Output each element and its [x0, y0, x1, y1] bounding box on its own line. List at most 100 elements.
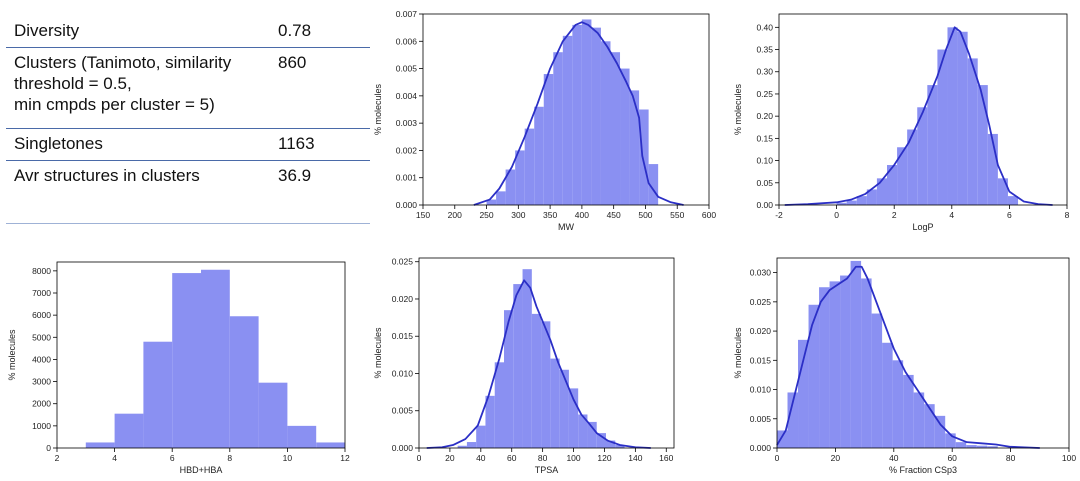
y-tick-label: 0.010	[392, 368, 414, 378]
x-tick-label: 80	[538, 453, 548, 463]
y-tick-label: 0.025	[750, 297, 772, 307]
x-tick-label: 60	[947, 453, 957, 463]
y-tick-label: 0.015	[392, 331, 414, 341]
stats-row-diversity: Diversity 0.78	[6, 16, 370, 48]
histogram-bar	[610, 52, 621, 206]
x-tick-label: 140	[628, 453, 642, 463]
x-tick-label: 8	[227, 453, 232, 463]
histogram-bar	[505, 169, 516, 205]
histogram-bar	[629, 90, 640, 205]
y-tick-label: 8000	[32, 266, 51, 276]
x-tick-label: 150	[416, 210, 430, 220]
histogram-bar	[903, 374, 914, 448]
histogram-bar	[907, 129, 918, 205]
y-axis-label: % molecules	[373, 327, 383, 379]
y-tick-label: 1000	[32, 421, 51, 431]
y-tick-label: 0.000	[392, 443, 414, 453]
y-tick-label: 0.010	[750, 385, 772, 395]
y-tick-label: 0.005	[750, 414, 772, 424]
y-tick-label: 0.25	[756, 89, 773, 99]
x-tick-label: 350	[543, 210, 557, 220]
histogram-bar	[871, 313, 883, 448]
kde-line	[473, 21, 684, 206]
histogram-bar	[559, 369, 569, 448]
y-tick-label: 0.35	[756, 45, 773, 55]
y-tick-label: 4000	[32, 354, 51, 364]
y-tick-label: 0.030	[750, 268, 772, 278]
histogram-bar	[856, 196, 867, 205]
histogram-bar	[578, 414, 588, 448]
histogram-bar	[513, 284, 523, 448]
histogram-bar	[541, 321, 551, 448]
x-tick-label: 6	[170, 453, 175, 463]
histogram-bar	[524, 128, 535, 205]
histogram-bar	[515, 150, 525, 205]
histogram-bar	[850, 260, 862, 448]
y-axis-label: % molecules	[7, 329, 17, 381]
histogram-bar	[829, 281, 841, 448]
histogram-bar	[927, 85, 938, 205]
histogram-bar	[947, 27, 958, 205]
y-tick-label: 0.15	[756, 133, 773, 143]
x-axis-label: LogP	[912, 222, 933, 232]
plot-frame	[422, 13, 710, 206]
y-tick-label: 0.003	[396, 118, 418, 128]
x-tick-label: 400	[575, 210, 589, 220]
histogram-bar	[486, 199, 497, 205]
plot-frame	[56, 261, 346, 449]
stats-value: 36.9	[278, 166, 312, 185]
y-tick-label: 0.015	[750, 355, 772, 365]
y-tick-label: 0.10	[756, 156, 773, 166]
x-tick-label: 500	[638, 210, 652, 220]
y-tick-label: 5000	[32, 332, 51, 342]
histogram-bar	[485, 395, 495, 448]
histogram-bar	[967, 58, 978, 205]
y-axis-label: % molecules	[733, 83, 743, 135]
y-tick-label: 0.005	[392, 406, 414, 416]
histogram-bar	[553, 52, 563, 206]
histogram-bar	[977, 85, 988, 205]
hbd-hba-histogram: 2 4 6 8 10 12 0 1000 2000 3000 4000 5000 6000 7000 800…	[7, 261, 350, 475]
stats-row-singletones: Singletones 1163	[6, 129, 370, 161]
histogram-bar	[606, 440, 616, 448]
x-tick-label: 100	[566, 453, 580, 463]
histogram-bar	[945, 433, 956, 448]
x-tick-label: 200	[448, 210, 462, 220]
histogram-bar	[876, 178, 887, 205]
y-tick-label: 0.30	[756, 67, 773, 77]
histogram-bar	[917, 107, 928, 205]
histogram-bar	[892, 360, 904, 448]
y-axis-label: % molecules	[733, 327, 743, 379]
x-tick-label: 80	[1006, 453, 1016, 463]
histogram-bar	[143, 341, 173, 448]
x-tick-label: 550	[670, 210, 684, 220]
x-tick-label: 8	[1065, 210, 1070, 220]
y-tick-label: 6000	[32, 310, 51, 320]
x-tick-label: 0	[775, 453, 780, 463]
stats-label: Avr structures in clusters	[14, 166, 200, 185]
histogram-bar	[201, 269, 230, 448]
histogram-bar	[476, 425, 486, 448]
y-tick-label: 0.001	[396, 173, 418, 183]
x-tick-label: 4	[949, 210, 954, 220]
x-tick-label: 10	[283, 453, 293, 463]
x-tick-label: 0	[834, 210, 839, 220]
x-tick-label: 120	[597, 453, 611, 463]
histogram-bar	[620, 68, 630, 205]
histogram-bar	[987, 133, 998, 205]
histogram-bar	[543, 74, 554, 205]
histogram-bar	[316, 442, 345, 448]
tpsa-histogram: 0 20 40 60 80 100 120 140 160 0.000 0.005 0.010 0.01…	[373, 257, 675, 475]
histogram-bar	[787, 392, 799, 448]
histogram-bar	[615, 445, 625, 448]
y-tick-label: 0.000	[396, 200, 418, 210]
x-tick-label: 20	[831, 453, 841, 463]
histogram-bar	[534, 106, 544, 205]
kde-line	[426, 279, 651, 449]
x-tick-label: 450	[607, 210, 621, 220]
histogram-bar	[591, 27, 601, 205]
stats-label: Diversity	[14, 21, 80, 40]
histogram-bar	[639, 109, 649, 205]
histogram-bar	[777, 430, 788, 448]
histogram-bar	[572, 24, 582, 205]
